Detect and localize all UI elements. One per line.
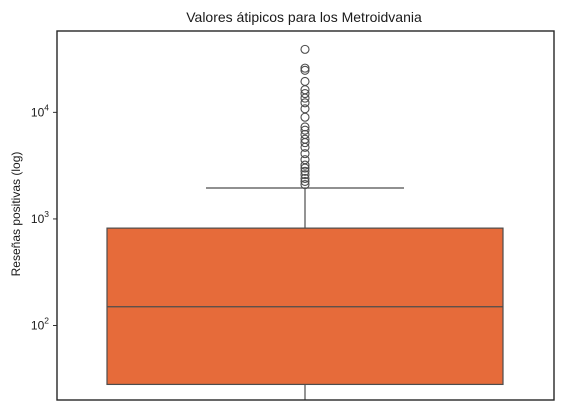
chart-title: Valores átipicos para los Metroidvania [186,9,422,25]
outlier-point [300,173,310,183]
y-tick-label: 103 [31,209,49,226]
outlier-point [300,166,310,176]
outlier-point [300,170,310,180]
outlier-point [300,89,310,99]
outlier-point [300,44,310,54]
plot-area: 102 103 104 [31,30,555,401]
outlier-point [300,98,310,108]
outlier-point [300,149,310,159]
outlier-point [300,104,310,114]
outlier-point [300,180,310,190]
outlier-point [300,76,310,87]
outlier-point [300,63,310,73]
outlier-point [300,122,310,132]
outlier-point [300,125,310,135]
outlier-point [300,134,310,144]
outlier-point [300,112,310,122]
outlier-point [300,160,310,170]
y-tick-label: 102 [31,316,49,333]
outlier-point [300,65,310,75]
plot-frame [56,30,555,401]
y-tick-label: 104 [31,102,49,119]
y-axis-label: Reseñas positivas (log) [9,152,23,277]
outlier-point [300,155,310,165]
outlier-point [300,176,310,186]
